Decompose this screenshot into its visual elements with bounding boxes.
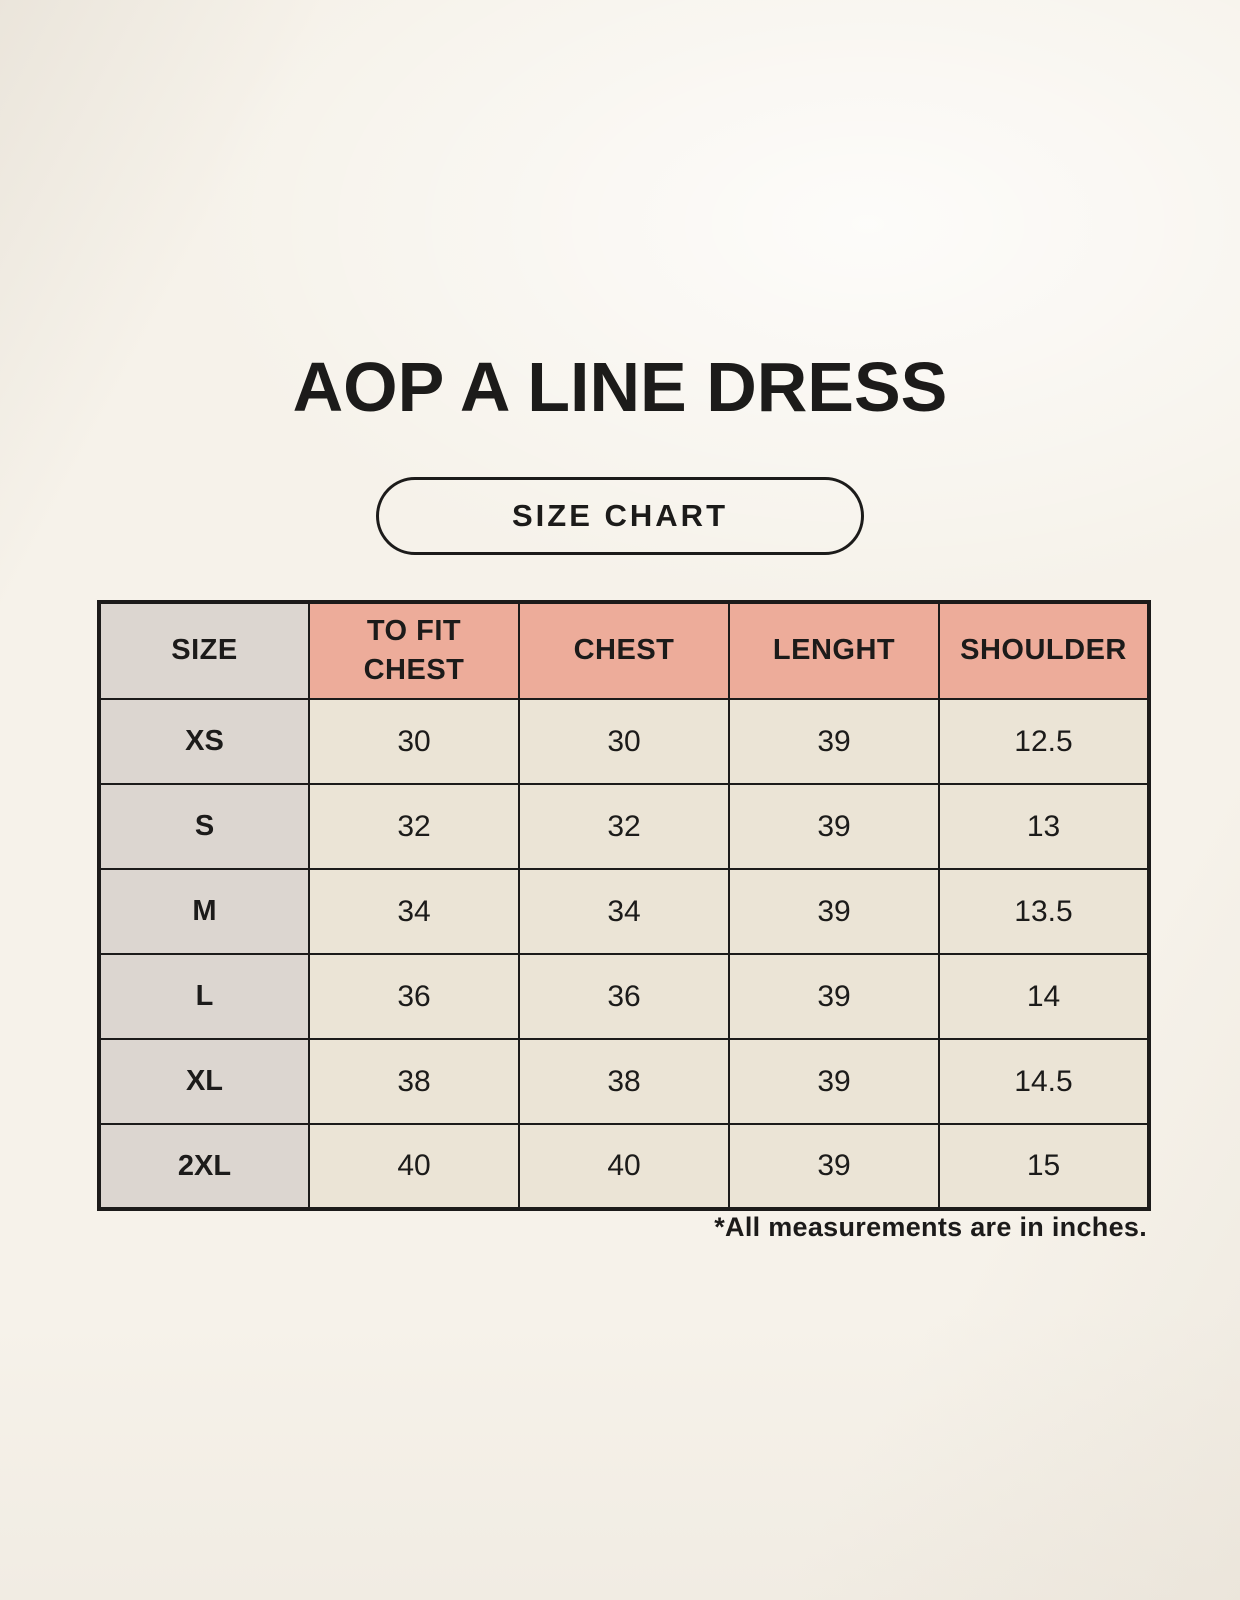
row-label: XL (98, 1038, 310, 1125)
cell-to-fit-chest: 38 (308, 1038, 520, 1125)
cell-chest: 34 (518, 868, 730, 955)
col-header-to-fit-chest: TO FIT CHEST (308, 601, 520, 700)
cell-to-fit-chest: 36 (308, 953, 520, 1040)
size-table-body: XS 30 30 39 12.5 S 32 32 39 13 M 34 34 3… (98, 698, 1150, 1210)
cell-chest: 32 (518, 783, 730, 870)
col-header-lenght: LENGHT (728, 601, 940, 700)
cell-length: 39 (728, 1123, 940, 1210)
size-chart-badge-label: SIZE CHART (512, 498, 728, 533)
row-label: 2XL (98, 1123, 310, 1210)
col-header-size: SIZE (98, 601, 310, 700)
row-label: XS (98, 698, 310, 785)
cell-shoulder: 15 (938, 1123, 1150, 1210)
table-row-s: S 32 32 39 13 (98, 783, 1150, 870)
cell-shoulder: 12.5 (938, 698, 1150, 785)
size-table: SIZE TO FIT CHEST CHEST LENGHT SHOULDER … (97, 600, 1151, 1211)
page-title: AOP A LINE DRESS (292, 348, 948, 426)
row-label: S (98, 783, 310, 870)
cell-to-fit-chest: 32 (308, 783, 520, 870)
table-row-2xl: 2XL 40 40 39 15 (98, 1123, 1150, 1210)
row-label: L (98, 953, 310, 1040)
col-header-shoulder: SHOULDER (938, 601, 1150, 700)
cell-chest: 40 (518, 1123, 730, 1210)
cell-to-fit-chest: 34 (308, 868, 520, 955)
size-chart-badge: SIZE CHART (376, 477, 864, 555)
cell-length: 39 (728, 868, 940, 955)
cell-to-fit-chest: 40 (308, 1123, 520, 1210)
cell-length: 39 (728, 698, 940, 785)
row-label: M (98, 868, 310, 955)
measurements-note: *All measurements are in inches. (714, 1212, 1147, 1242)
cell-shoulder: 14 (938, 953, 1150, 1040)
table-row-l: L 36 36 39 14 (98, 953, 1150, 1040)
cell-shoulder: 13.5 (938, 868, 1150, 955)
cell-length: 39 (728, 783, 940, 870)
cell-shoulder: 13 (938, 783, 1150, 870)
size-table-header: SIZE TO FIT CHEST CHEST LENGHT SHOULDER (98, 601, 1150, 700)
table-row-xs: XS 30 30 39 12.5 (98, 698, 1150, 785)
cell-chest: 38 (518, 1038, 730, 1125)
cell-length: 39 (728, 1038, 940, 1125)
cell-chest: 30 (518, 698, 730, 785)
table-row-xl: XL 38 38 39 14.5 (98, 1038, 1150, 1125)
table-row-m: M 34 34 39 13.5 (98, 868, 1150, 955)
col-header-chest: CHEST (518, 601, 730, 700)
cell-length: 39 (728, 953, 940, 1040)
header-row: SIZE TO FIT CHEST CHEST LENGHT SHOULDER (98, 601, 1150, 700)
cell-shoulder: 14.5 (938, 1038, 1150, 1125)
cell-chest: 36 (518, 953, 730, 1040)
cell-to-fit-chest: 30 (308, 698, 520, 785)
